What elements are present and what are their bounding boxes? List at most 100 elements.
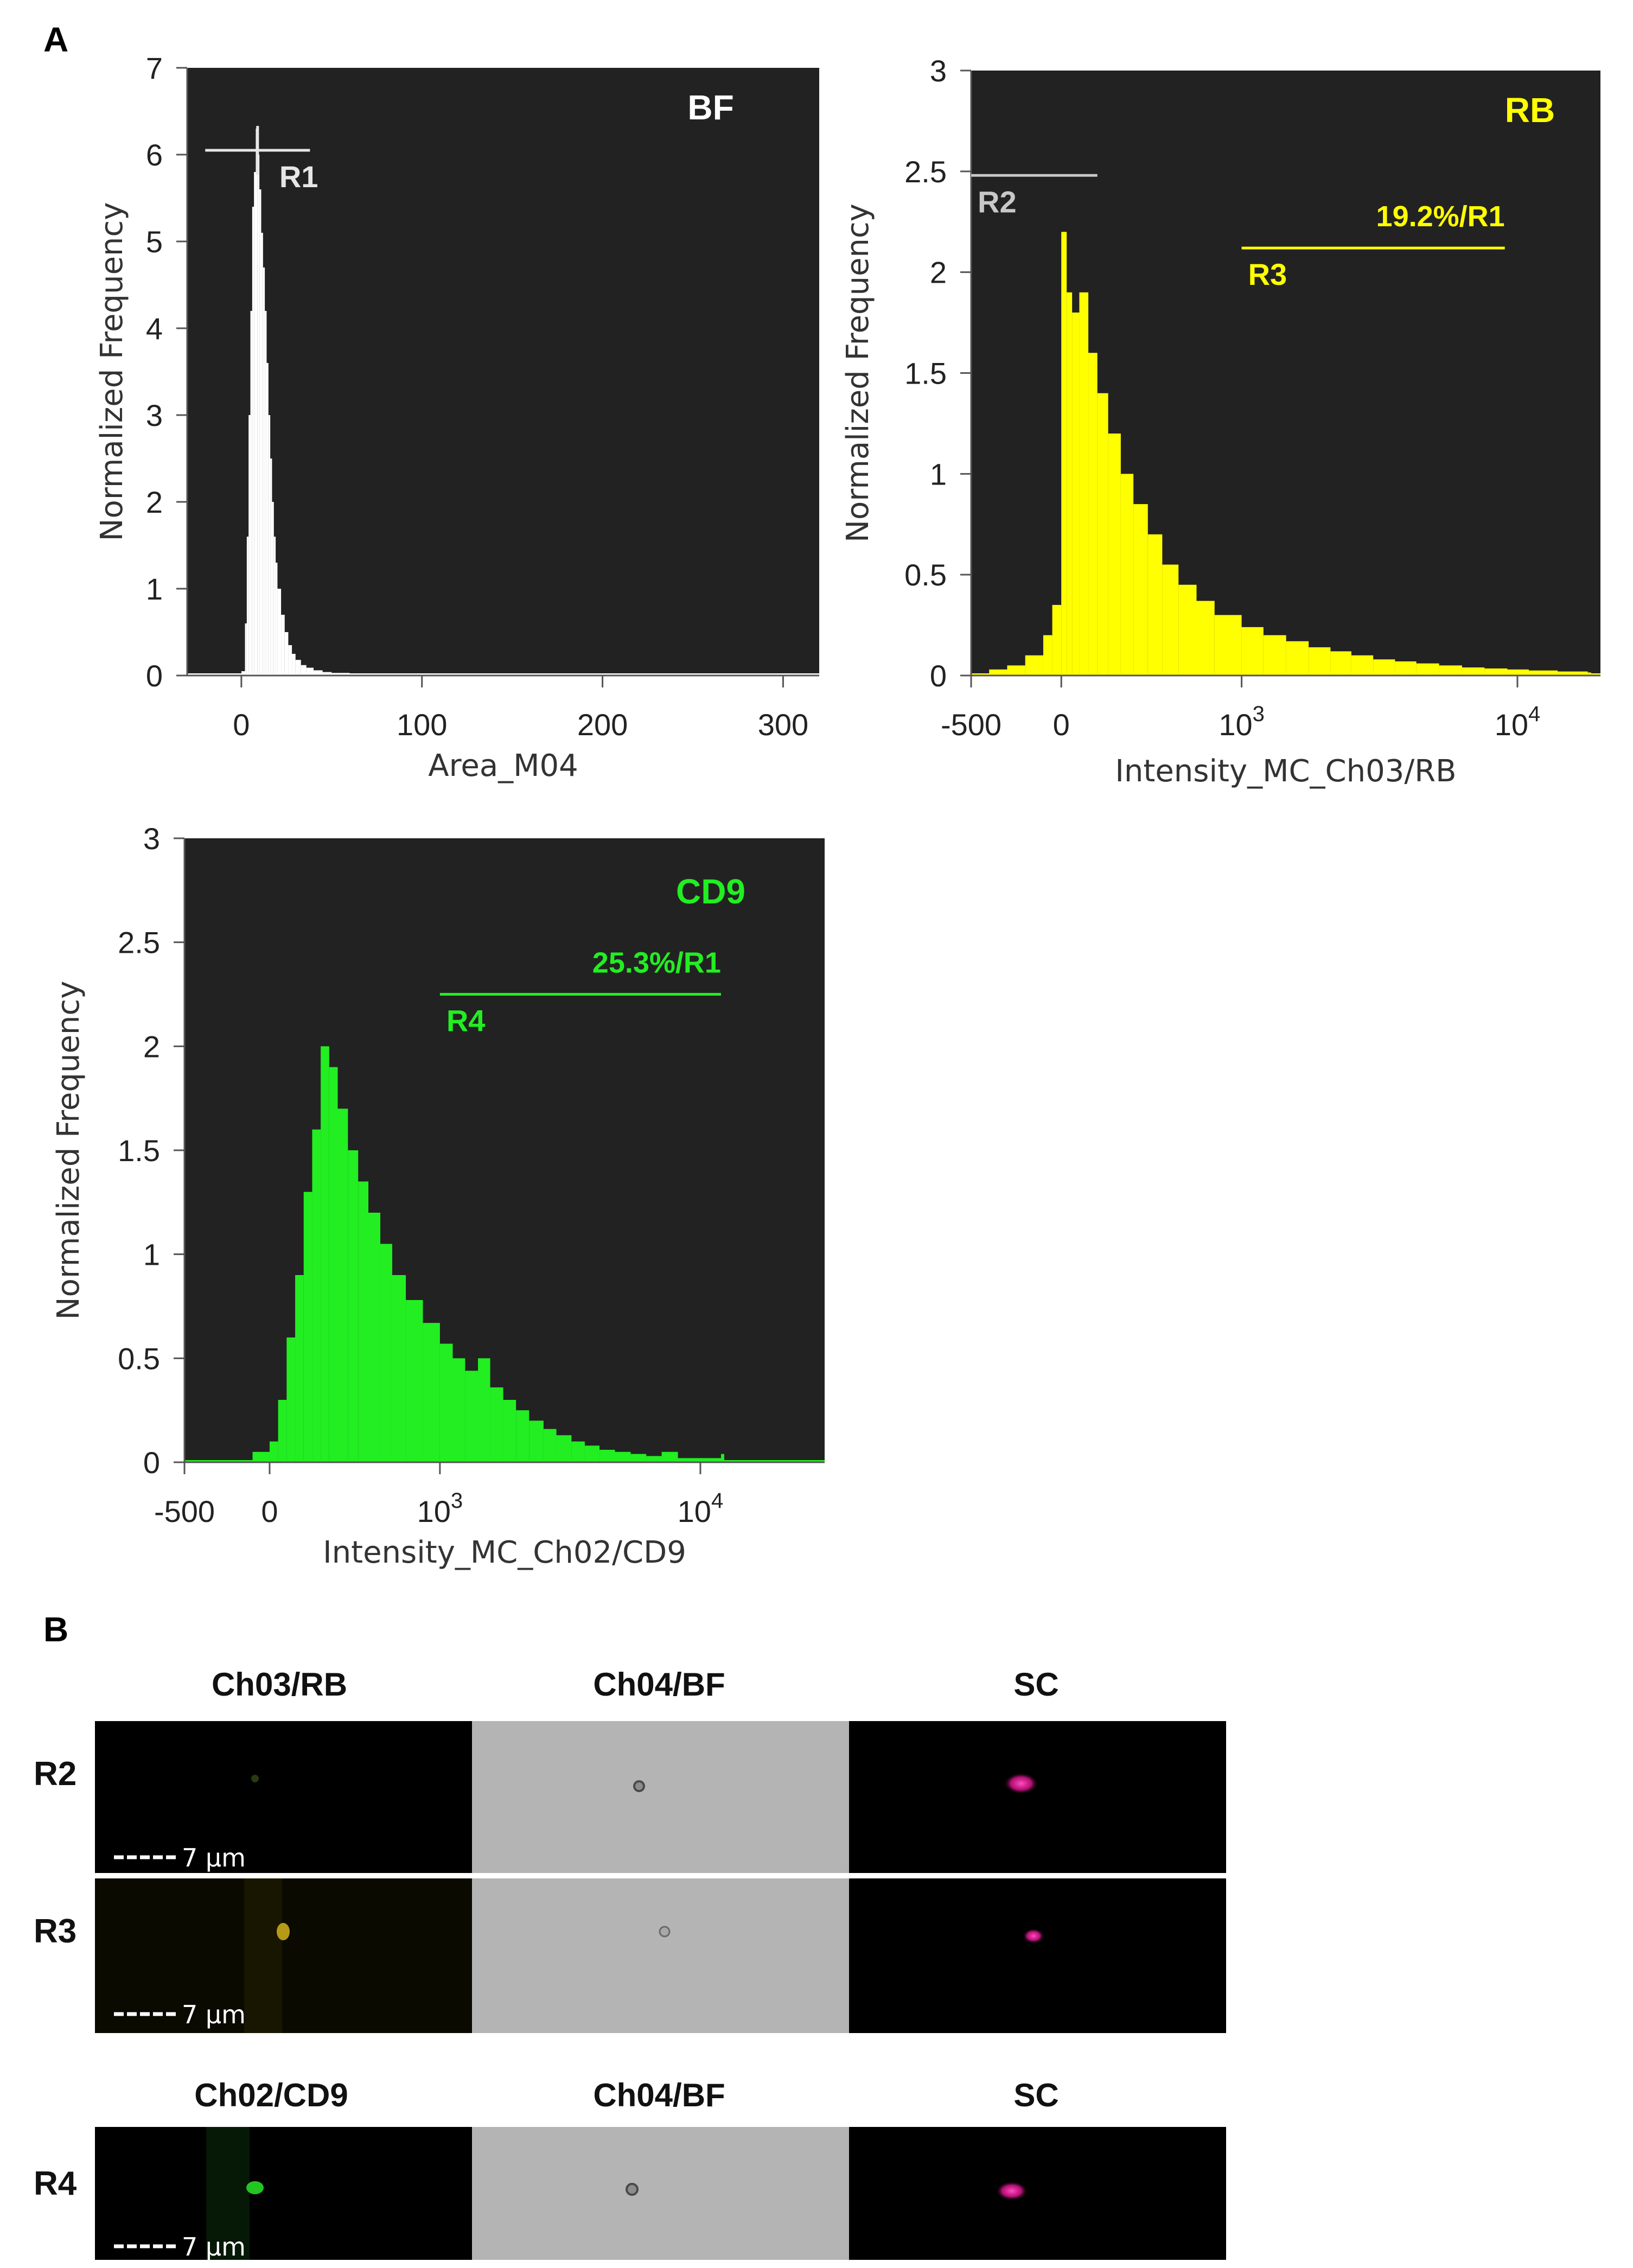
bf-histogram-bar [292,654,296,676]
r4-fluor-image [95,2127,472,2260]
bf-histogram-bar [273,537,276,676]
col-header-sc: SC [1013,1666,1058,1703]
panel-b-image-grid: Ch03/RB Ch04/BF SC R2 7 µm R3 7 µm Ch02/… [34,1666,1226,2261]
bf-histogram-bar [266,363,269,676]
rb-histogram-bar [1241,627,1264,676]
bf-histogram-bar [277,589,282,676]
cd9-histogram-bar [312,1129,321,1462]
cd9-histogram-bar [392,1275,406,1462]
bf-x-axis-label: Area_M04 [428,748,578,783]
cd9-histogram-bar [452,1358,465,1462]
bf-x-tick-label: 100 [397,708,447,742]
rb-histogram-bar [1351,655,1374,676]
rb-channel-label: RB [1505,91,1555,130]
gate-r4-percent: 25.3%/R1 [592,947,721,979]
bf-y-tick-label: 6 [146,138,163,172]
rb-x-tick-label: -500 [941,708,1002,742]
cd9-histogram-bar [303,1192,312,1462]
cd9-histogram-bar [543,1429,557,1462]
bf-histogram-bar [284,632,289,676]
bf-y-tick-label: 0 [146,659,163,693]
gate-r1-name: R1 [279,160,318,194]
bf-histogram-bar [254,172,256,676]
gate-r3-percent: 19.2%/R1 [1376,200,1505,233]
rb-histogram-bar [1088,353,1098,676]
rb-histogram-bar [1529,670,1558,676]
rb-histogram-chart: 0 0.5 1 1.5 2 2.5 3 -500 0 103 104 Intensity_MC_Ch0… [840,54,1600,789]
r4-fluor-spot [246,2181,264,2194]
bf-histogram-bar [263,267,265,676]
bf-histogram-bar [256,129,258,676]
cd9-plot-area [184,838,825,1462]
r2-sc-image [849,1721,1226,1873]
bf-y-tick-label: 2 [146,485,163,519]
r2-scale-label: 7 µm [182,1843,246,1872]
rb-histogram-bar [1162,564,1179,676]
bf-histogram-bar [265,311,267,676]
bf-y-tick-label: 4 [146,311,163,346]
cd9-histogram-bar [599,1450,615,1462]
rb-histogram-bar [1133,504,1148,676]
cd9-histogram-bar [321,1046,329,1462]
r3-sc-image [849,1878,1226,2033]
r3-fluor-haze [244,1878,282,2033]
cd9-x-tick-label: 104 [678,1489,724,1528]
bf-y-tick-label: 5 [146,225,163,259]
r3-bf-image [472,1878,849,2033]
rb-histogram-bar [1007,665,1025,676]
bf-histogram-bar [314,670,323,676]
cd9-y-tick-label: 1 [143,1238,160,1272]
rb-histogram-bar [1373,659,1395,676]
cd9-histogram-bar [329,1067,338,1462]
r2-fluor-image [95,1721,472,1873]
cd9-histogram-bar [529,1420,544,1462]
rb-x-tick-label: 103 [1219,702,1265,742]
cd9-y-tick-label: 0.5 [118,1341,160,1375]
rb-y-tick-label: 1.5 [904,356,947,391]
bf-histogram-bar [248,415,251,676]
rb-histogram-bar [1196,601,1215,676]
cd9-histogram-bar [439,1343,453,1462]
rb-y-tick-label: 0.5 [904,558,947,592]
bf-y-tick-label: 7 [146,51,163,85]
cd9-histogram-bar [252,1451,270,1462]
rb-histogram-bar [1395,661,1417,676]
cd9-histogram-bar [278,1400,287,1462]
bf-histogram-bar [288,645,292,676]
r4-scale-label: 7 µm [182,2232,246,2261]
rb-histogram-bar [1286,641,1309,676]
bf-y-tick-label: 1 [146,572,163,606]
cd9-x-tick-label: 0 [261,1494,278,1528]
cd9-histogram-bar [584,1445,600,1462]
bf-histogram-bar [295,660,301,676]
bf-channel-label: BF [687,88,733,127]
r3-bf-cell [659,1926,671,1938]
row-divider [95,1873,1226,1878]
r2-bf-image [472,1721,849,1873]
rb-histogram-bar [1043,635,1052,676]
rb-histogram-bar [1120,474,1134,676]
bf-x-tick-label: 0 [233,708,250,742]
r3-scale-label: 7 µm [182,2000,246,2029]
bf-histogram-bar [268,415,271,676]
rb-histogram-bar [1263,635,1286,676]
r4-sc-image [849,2127,1226,2260]
rb-histogram-bar [1025,655,1043,676]
cd9-histogram-bar [490,1387,503,1462]
cd9-histogram-bar [646,1456,662,1462]
cd9-histogram-bar [269,1441,278,1462]
cd9-x-tick-label: 103 [417,1489,463,1528]
bf-x-tick-label: 200 [577,708,628,742]
gate-r4-name: R4 [446,1004,486,1038]
rb-histogram-bar [989,669,1007,676]
cd9-histogram-bar [368,1213,380,1462]
r2-sc-spot [1004,1773,1038,1794]
bf-x-tick-label: 300 [758,708,808,742]
rb-histogram-bar [1052,604,1062,676]
cd9-histogram-bar [423,1323,440,1462]
bf-histogram-bar [276,563,278,676]
rb-y-tick-label: 2 [930,256,947,290]
rb-y-tick-label: 1 [930,457,947,491]
col-header-sc-2: SC [1013,2077,1058,2113]
